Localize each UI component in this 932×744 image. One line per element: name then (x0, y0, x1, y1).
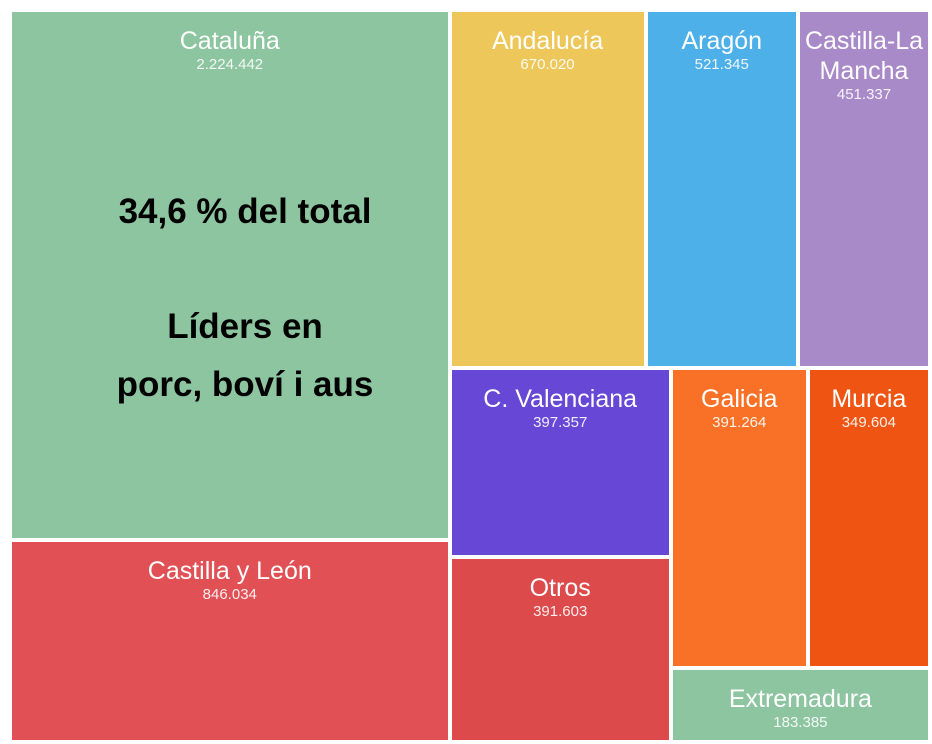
cell-label: Extremadura (728, 684, 872, 713)
cell-value: 451.337 (836, 86, 892, 103)
treemap-cell: Andalucía 670.020 (449, 10, 646, 369)
treemap-cell: Extremadura 183.385 (670, 667, 930, 742)
cell-label: Cataluña (179, 27, 280, 55)
cell-value: 397.357 (533, 414, 588, 432)
cell-value: 2.224.442 (196, 56, 264, 73)
treemap-cell: Otros 391.603 (449, 556, 671, 742)
cell-value: 521.345 (694, 56, 749, 73)
treemap-cell: Galicia 391.264 (670, 368, 808, 668)
cell-value: 183.385 (773, 713, 828, 731)
cell-value: 391.264 (712, 414, 767, 432)
cell-label: Murcia (831, 385, 907, 414)
cell-label: Galicia (701, 385, 778, 414)
cell-value: 846.034 (202, 586, 257, 604)
annotation: 34,6 % del total (118, 192, 372, 231)
annotation: porc, boví i aus (116, 365, 374, 404)
cell-label: Andalucía (491, 27, 604, 55)
cell-value: 349.604 (841, 414, 896, 432)
cell-value: 670.020 (520, 56, 575, 73)
cell-label: Castilla y León (147, 557, 312, 586)
cell-label: Aragón (681, 27, 763, 55)
cell-value: 391.603 (533, 602, 588, 620)
treemap-cell: Cataluña 2.224.442 (10, 10, 450, 541)
cell-label: Otros (529, 573, 591, 602)
annotation: Líders en (167, 307, 323, 346)
treemap-cell: Murcia 349.604 (807, 368, 930, 668)
cell-label: Castilla-La Mancha (804, 27, 924, 85)
treemap-cell: Castilla y León 846.034 (10, 540, 450, 742)
treemap-cell: C. Valenciana 397.357 (449, 368, 671, 557)
cell-label: C. Valenciana (483, 385, 638, 414)
treemap-cell: Castilla-La Mancha 451.337 (798, 10, 930, 369)
treemap-cell: Aragón 521.345 (645, 10, 798, 369)
